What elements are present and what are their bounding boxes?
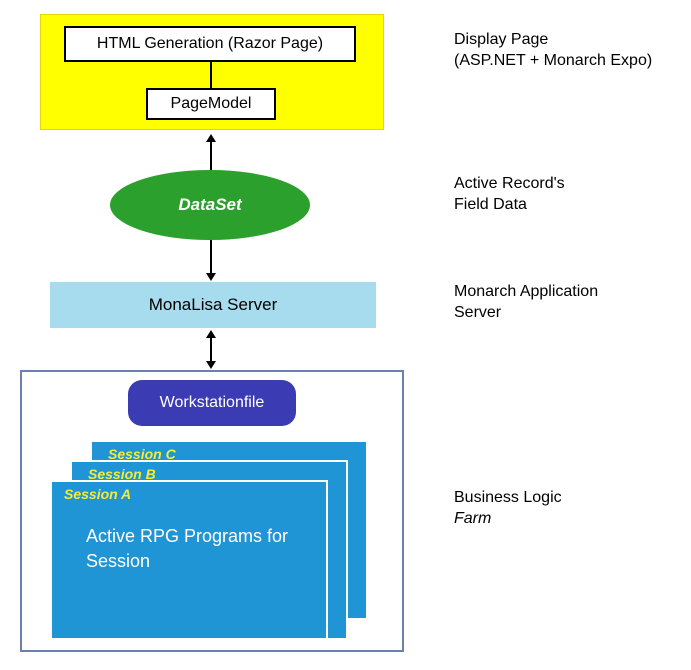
annotation-business-logic: Business Logic Farm (454, 488, 562, 530)
page-model-box: PageModel (146, 88, 276, 120)
monalisa-server-box: MonaLisa Server (50, 282, 376, 328)
arrow-dataset-down (206, 273, 216, 281)
workstationfile-label: Workstationfile (160, 394, 265, 412)
monalisa-server-label: MonaLisa Server (149, 295, 278, 315)
annotation-display-page-l1: Display Page (454, 30, 652, 51)
annotation-monarch-app-l2: Server (454, 303, 598, 324)
session-b-label: Session B (72, 462, 346, 482)
workstationfile-box: Workstationfile (128, 380, 296, 426)
html-generation-box: HTML Generation (Razor Page) (64, 26, 356, 62)
annotation-display-page: Display Page (ASP.NET + Monarch Expo) (454, 30, 652, 72)
annotation-display-page-l2: (ASP.NET + Monarch Expo) (454, 51, 652, 72)
connector-htmlgen-pagemodel (210, 62, 212, 88)
connector-dataset-monalisa (210, 240, 212, 274)
annotation-monarch-app-l1: Monarch Application (454, 282, 598, 303)
annotation-active-record: Active Record's Field Data (454, 174, 565, 216)
session-a-card: Session A Active RPG Programs for Sessio… (50, 480, 328, 640)
annotation-active-record-l1: Active Record's (454, 174, 565, 195)
annotation-active-record-l2: Field Data (454, 195, 565, 216)
dataset-ellipse: DataSet (110, 170, 310, 240)
connector-monalisa-business (210, 338, 212, 362)
session-a-body: Active RPG Programs for Session (52, 502, 326, 574)
session-a-label: Session A (52, 482, 326, 502)
session-c-label: Session C (92, 442, 366, 462)
connector-display-dataset (210, 142, 212, 170)
annotation-business-logic-l2: Farm (454, 509, 562, 530)
html-generation-label: HTML Generation (Razor Page) (97, 35, 323, 53)
annotation-monarch-app: Monarch Application Server (454, 282, 598, 324)
page-model-label: PageModel (171, 95, 252, 113)
dataset-label: DataSet (178, 195, 241, 215)
arrow-business-up (206, 330, 216, 338)
arrow-business-down (206, 361, 216, 369)
annotation-business-logic-l1: Business Logic (454, 488, 562, 509)
arrow-dataset-up (206, 134, 216, 142)
